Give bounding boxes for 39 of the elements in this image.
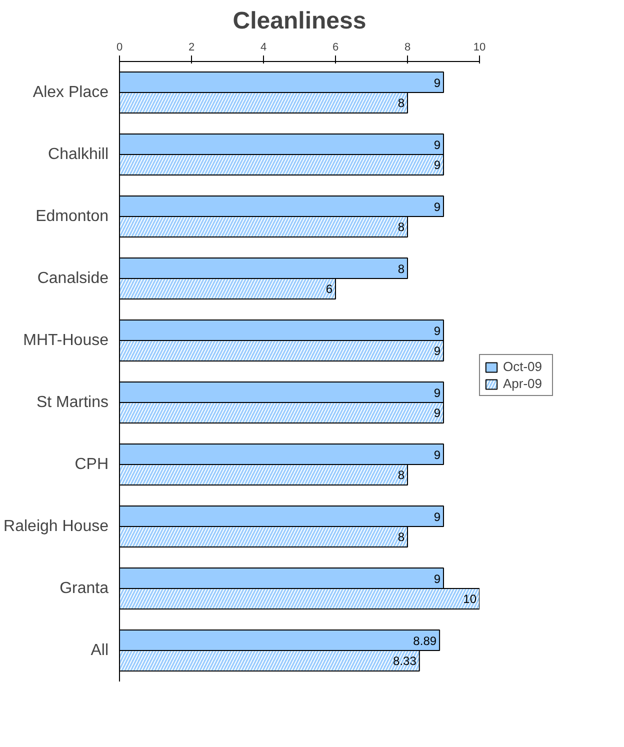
data-label: 9 — [434, 158, 441, 172]
y-tick-label: Alex Place — [32, 84, 109, 101]
legend-label: Apr-09 — [503, 376, 544, 391]
data-label: 9 — [434, 386, 441, 400]
data-label: 9 — [434, 200, 441, 214]
y-tick-label: Granta — [60, 580, 109, 597]
x-tick-label: 10 — [473, 42, 486, 54]
data-label: 9 — [434, 324, 441, 338]
data-label: 10 — [463, 592, 477, 606]
data-label: 9 — [434, 76, 441, 90]
chart-title: Cleanliness — [232, 8, 366, 34]
x-tick-label: 0 — [116, 42, 123, 54]
y-tick-label: CPH — [74, 456, 108, 473]
data-label: 9 — [434, 510, 441, 524]
x-tick-label: 8 — [404, 42, 411, 54]
y-tick-label: Chalkhill — [48, 146, 108, 163]
data-label: 9 — [434, 448, 441, 462]
y-tick-label: Canalside — [37, 270, 109, 287]
data-label: 6 — [326, 282, 333, 296]
y-tick-label: MHT-House — [23, 332, 109, 349]
data-label: 8.89 — [413, 634, 437, 648]
y-tick-label: All — [90, 642, 108, 659]
data-label: 9 — [434, 344, 441, 358]
data-label: 8 — [398, 96, 405, 110]
data-label: 8 — [398, 262, 405, 276]
data-label: 8 — [398, 220, 405, 234]
data-label: 9 — [434, 572, 441, 586]
x-tick-label: 4 — [260, 42, 267, 54]
data-label: 8 — [398, 468, 405, 482]
x-tick-label: 6 — [332, 42, 339, 54]
data-label: 9 — [434, 406, 441, 420]
data-label: 9 — [434, 138, 441, 152]
y-tick-label: St Martins — [36, 394, 108, 411]
legend-label: Oct-09 — [503, 359, 544, 374]
x-tick-label: 2 — [188, 42, 195, 54]
y-tick-label: Raleigh House — [4, 518, 109, 535]
data-label: 8 — [398, 530, 405, 544]
y-tick-label: Edmonton — [36, 208, 108, 225]
data-label: 8.33 — [393, 654, 417, 668]
